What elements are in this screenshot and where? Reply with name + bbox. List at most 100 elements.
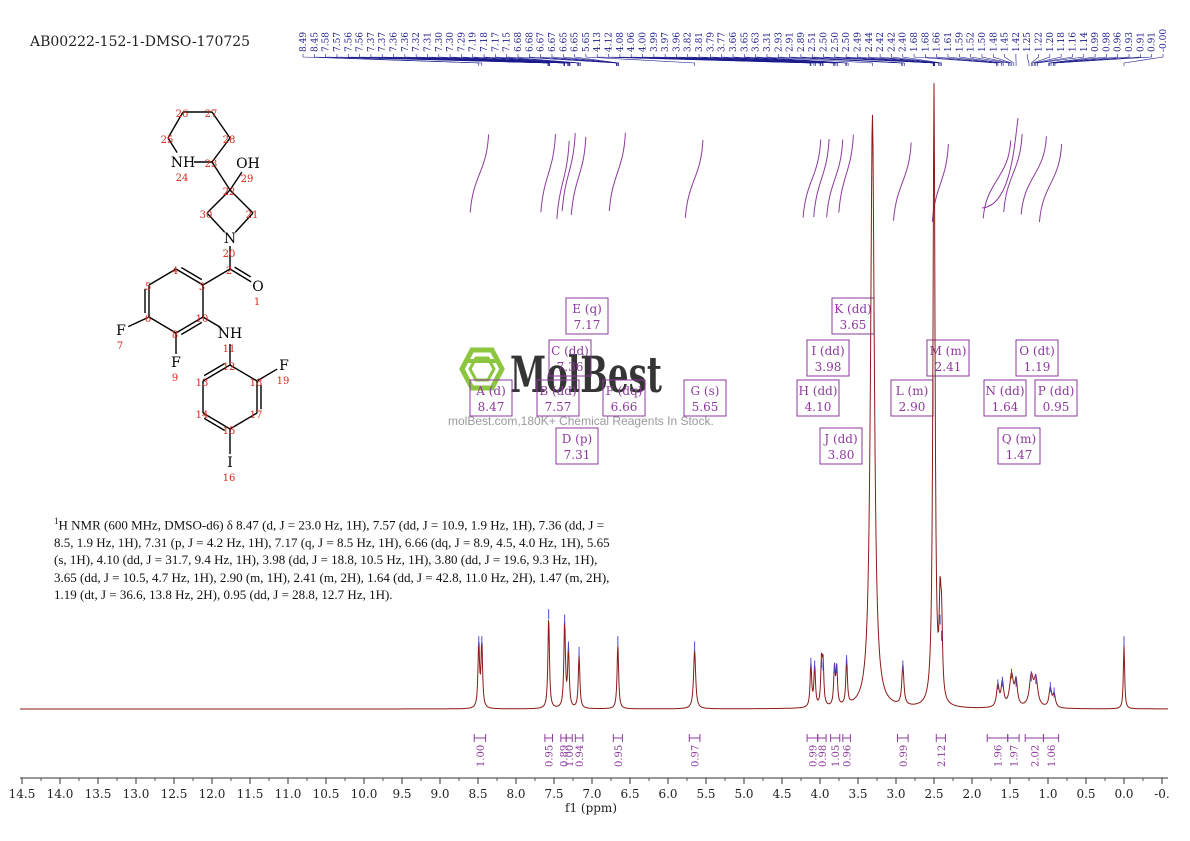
peak-annotation: C (dd) 7.36 (548, 339, 592, 377)
integral-curve (684, 139, 704, 218)
bond (229, 268, 252, 283)
peak-list-label: 6.65 (559, 32, 569, 52)
x-tick-label: 0.0 (1114, 787, 1133, 801)
peak-list-label: 3.81 (695, 32, 705, 52)
atom-number: 26 (176, 109, 189, 120)
atom-symbol: F (279, 358, 289, 374)
peak-list-connector (1123, 54, 1164, 66)
annotation-shift: 7.36 (557, 360, 584, 374)
peak-list-label: 4.00 (638, 32, 648, 52)
peak-list-label: 1.50 (978, 32, 988, 52)
peak-list-label: 1.14 (1080, 32, 1090, 52)
atom-symbol: NH (218, 326, 242, 342)
molbest-watermark: MolBest (459, 345, 662, 404)
atom-number: 18 (250, 378, 263, 389)
annotation-shift: 7.57 (545, 400, 572, 414)
atom-number: 20 (223, 249, 236, 260)
bond (175, 268, 204, 286)
x-tick-label: 5.5 (696, 787, 715, 801)
peak-list-label: 1.68 (910, 32, 920, 52)
annotation-shift: 2.90 (899, 400, 926, 414)
annotation-multiplicity: A (d) (475, 384, 506, 398)
atom-number: 28 (223, 135, 236, 146)
peak-annotation: P (dd) 0.95 (1034, 379, 1078, 417)
atom-symbol: O (252, 279, 263, 295)
peak-list-label: 2.44 (865, 32, 875, 52)
peak-list-connector (483, 54, 579, 66)
peak-list-label: 0.96 (1114, 32, 1124, 52)
peak-list-label: 2.40 (899, 32, 909, 52)
x-tick-label: 2.0 (962, 787, 981, 801)
peak-list-connector (495, 54, 580, 66)
x-tick-label: 10.0 (351, 787, 378, 801)
bond (148, 316, 177, 334)
peak-list-label: 2.42 (887, 32, 897, 52)
peak-list-label: 0.98 (1102, 32, 1112, 52)
x-tick-label: 11.5 (237, 787, 264, 801)
integral-curve (1020, 136, 1047, 215)
peak-list-label: 4.13 (593, 32, 603, 52)
integral-value: 0.89 (560, 745, 571, 767)
peak-list-label: 0.91 (1148, 32, 1158, 52)
peak-list-connector (676, 54, 824, 66)
annotation-multiplicity: D (p) (562, 432, 592, 446)
peak-annotation: O (dt) 1.19 (1015, 339, 1059, 377)
atom-number: 15 (223, 426, 236, 437)
atom-number: 19 (277, 376, 290, 387)
x-tick-label: 5.0 (734, 787, 753, 801)
bond (256, 368, 278, 382)
peak-list-connector (574, 54, 619, 66)
peak-list-label: 1.52 (967, 32, 977, 52)
x-tick-label: 7.5 (544, 787, 563, 801)
peak-list-connector (698, 54, 835, 66)
peak-list-label: 7.32 (412, 32, 422, 52)
peak-list-label: 2.93 (774, 32, 784, 52)
atom-number: 25 (161, 135, 174, 146)
integral-curve (813, 139, 830, 218)
atom-number: 4 (172, 266, 178, 277)
atom-number: 21 (246, 210, 259, 221)
bond (202, 268, 231, 286)
peak-list-connector (472, 54, 578, 66)
peak-list-connector (925, 54, 997, 66)
annotation-multiplicity: P (dd) (1038, 384, 1075, 398)
atom-number: 1 (254, 297, 260, 308)
bond-double (234, 266, 252, 278)
integral-value: 2.02 (1030, 745, 1041, 767)
annotation-multiplicity: K (dd) (834, 302, 872, 316)
integral-value: 1.00 (565, 745, 576, 767)
atom-number: 9 (172, 373, 178, 384)
annotation-box (819, 427, 863, 465)
peak-annotation: H (dd) 4.10 (796, 379, 840, 417)
x-tick-label: 9.0 (430, 787, 449, 801)
atom-number: 24 (176, 173, 189, 184)
peak-list-label: 8.45 (310, 32, 320, 52)
peak-list-connector (970, 54, 1009, 66)
peak-list-connector (845, 54, 935, 66)
integral-value: 0.95 (614, 745, 625, 767)
atom-number: 7 (117, 341, 123, 352)
peak-annotation: B (dd) 7.57 (536, 379, 580, 417)
integral-value: 2.12 (937, 745, 948, 767)
annotation-box (796, 379, 840, 417)
peak-list-label: 3.77 (718, 32, 728, 52)
annotation-multiplicity: I (dd) (811, 344, 844, 358)
atom-symbol: F (116, 323, 126, 339)
watermark-name: MolBest (510, 345, 662, 404)
peak-list-label: 3.31 (763, 32, 773, 52)
bond (229, 412, 258, 430)
peak-list-label: 1.68 (921, 32, 931, 52)
integral-curve (556, 140, 570, 219)
peak-list-connector (359, 54, 550, 66)
bond (206, 212, 226, 233)
peak-list-label: 7.29 (457, 32, 467, 52)
bond (148, 268, 177, 286)
peak-list-label: 7.15 (503, 32, 513, 52)
peak-annotation: L (m) 2.90 (890, 379, 934, 417)
peak-list-connector (1030, 54, 1039, 66)
integral-bars: 1.00 0.95 0.891.000.94 0.95 0.97 0.990.98 1.05… (473, 734, 1060, 767)
peak-list-label: 1.66 (933, 32, 943, 52)
peak-list-connector (551, 54, 618, 66)
peak-list-connector (959, 54, 1004, 66)
